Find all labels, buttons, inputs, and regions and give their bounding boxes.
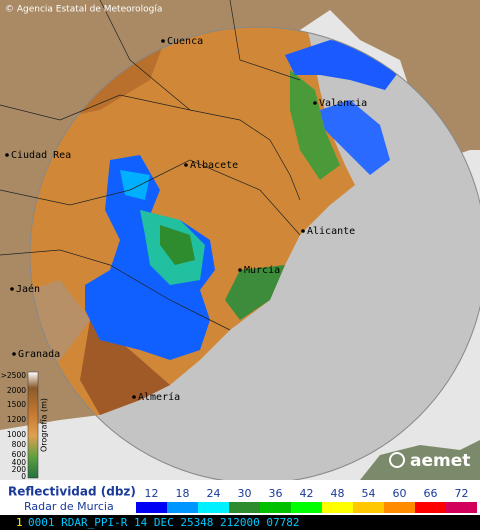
city-label: Almería [138,391,180,403]
legend-tick: 36 [269,487,283,500]
legend-tick: 18 [176,487,190,500]
orography-label: 1500 [7,400,26,409]
orography-title: Orografía (m) [40,398,49,452]
orography-label: 600 [12,450,27,459]
legend-tick: 66 [424,487,438,500]
legend-tick: 42 [300,487,314,500]
city-label: Murcia [244,265,280,276]
sierra [80,320,170,415]
aemet-logo: aemet [389,451,470,471]
lowland [290,70,340,180]
status-text: 0001 RDAR_PPI-R 14 DEC 25348 212000 0778… [28,516,300,529]
city-dot [238,268,242,272]
city-dot [184,163,188,167]
city-dot [301,229,305,233]
city-label: Granada [18,349,60,360]
legend-swatch [446,502,477,513]
borders [0,0,301,331]
orography-label: 1000 [7,430,26,439]
orography-label: 0 [21,472,26,481]
city-label: Cuenca [167,36,203,47]
status-bar [0,515,480,530]
city-label: Albacete [190,160,238,171]
orography-label: 1200 [7,415,26,424]
orography-label: 200 [12,465,27,474]
echo [160,225,195,265]
legend-swatch [291,502,322,513]
city-label: Ciudad Rea [11,150,71,161]
lowland [225,265,285,320]
echo [320,100,390,175]
legend-tick: 72 [455,487,469,500]
orography-label: 800 [12,440,27,449]
legend-swatch [353,502,384,513]
echo [120,170,150,200]
city-label: Jaén [16,283,40,295]
status-index: 1 [16,516,23,529]
legend-swatch [384,502,415,513]
legend-swatch [136,502,167,513]
africa [360,440,480,480]
legend-title: Reflectividad (dbz) [8,485,136,499]
logo-icon [389,452,405,468]
legend-swatch [415,502,446,513]
city-label: Valencia [319,98,367,109]
legend-tick: 24 [207,487,221,500]
city-label: Alicante [307,226,355,237]
legend-subtitle: Radar de Murcia [24,500,114,513]
legend-tick: 30 [238,487,252,500]
legend-swatch [198,502,229,513]
orography-label: 400 [12,458,27,467]
valley [30,280,90,380]
city-dot [12,352,16,356]
orography-label: 2000 [7,386,26,395]
legend-swatch [229,502,260,513]
legend-tick: 60 [393,487,407,500]
orography-bar [27,371,39,479]
logo-text: aemet [410,451,470,471]
legend-swatch [167,502,198,513]
city-dot [132,395,136,399]
city-dot [161,39,165,43]
legend-tick: 12 [145,487,159,500]
city-dot [5,153,9,157]
legend-tick: 48 [331,487,345,500]
orography-label: >2500 [1,371,27,380]
city-dot [10,287,14,291]
legend-swatch [322,502,353,513]
legend-swatch [260,502,291,513]
copyright: © Agencia Estatal de Meteorología [5,5,162,15]
city-dot [313,101,317,105]
legend-tick: 54 [362,487,376,500]
